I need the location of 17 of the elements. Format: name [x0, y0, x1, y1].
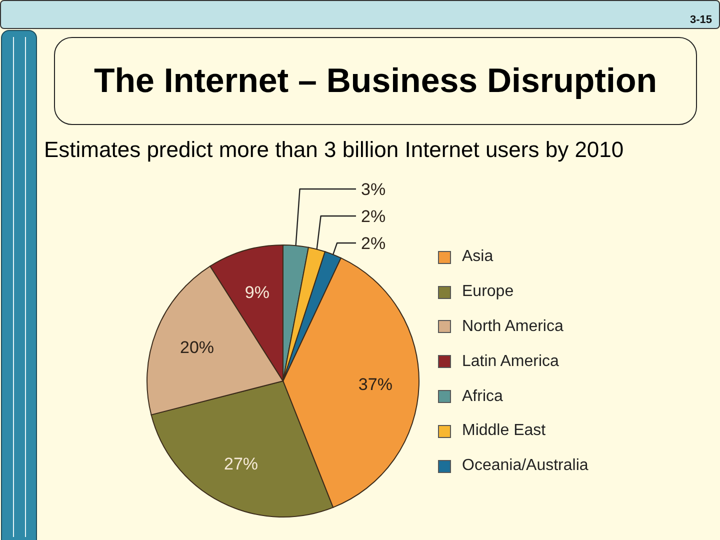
- legend-label: Oceania/Australia: [462, 457, 588, 476]
- legend-label: Asia: [462, 248, 494, 266]
- chart-title: The Internet – Business Disruption: [94, 62, 657, 100]
- legend-label: Latin America: [462, 352, 559, 371]
- legend-label: Africa: [462, 388, 503, 406]
- legend-label: Europe: [462, 283, 514, 302]
- data-label: 9%: [244, 282, 270, 302]
- data-label: 2%: [361, 234, 386, 252]
- chart-subtitle: Estimates predict more than 3 billion Internet users by 2010: [44, 137, 624, 162]
- data-label: 37%: [358, 374, 392, 394]
- data-label: 27%: [224, 454, 258, 473]
- data-label: 2%: [361, 206, 386, 226]
- legend-label: North America: [462, 318, 564, 336]
- data-label: 3%: [361, 180, 386, 198]
- data-label: 20%: [180, 337, 214, 356]
- legend-label: Middle East: [462, 422, 546, 440]
- text: 3-15: [690, 14, 712, 26]
